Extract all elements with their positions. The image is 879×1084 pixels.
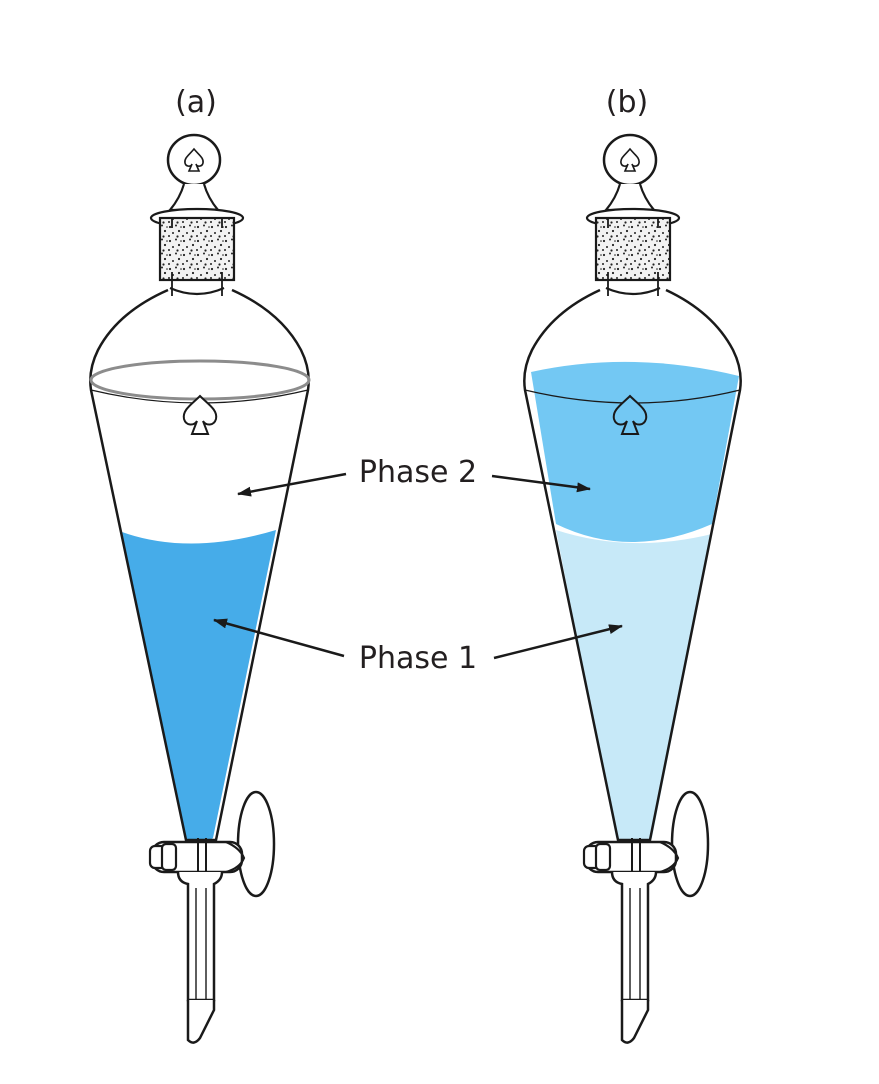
- funnel-a: (a): [89, 85, 311, 1044]
- funnel-b: (b): [523, 85, 742, 1044]
- phase1-liquid-b: [556, 530, 712, 843]
- phase2-liquid-b: [531, 361, 739, 542]
- stopper-a: [149, 133, 245, 296]
- panel-b-label: (b): [606, 85, 648, 120]
- stopcock-b: [582, 790, 710, 1044]
- funnel-body-b: [523, 288, 742, 842]
- phase1-label: Phase 1: [359, 641, 477, 676]
- phase1-arrow-b: [493, 624, 623, 660]
- stopper-b: [585, 133, 681, 296]
- spade-mark-b: [612, 394, 648, 435]
- rim-back-a: [89, 359, 311, 401]
- phase1-liquid-a: [122, 530, 276, 843]
- phase2-label: Phase 2: [359, 455, 477, 490]
- phase-annotations: Phase 2 Phase 1: [213, 455, 623, 676]
- panel-a-label: (a): [175, 85, 217, 120]
- funnel-body-a: [89, 288, 310, 842]
- phase2-arrow-a: [237, 472, 347, 497]
- phase1-arrow-a: [213, 618, 345, 658]
- phase2-arrow-b: [491, 474, 591, 493]
- spade-mark-a: [182, 394, 218, 435]
- stopcock-a: [148, 790, 276, 1044]
